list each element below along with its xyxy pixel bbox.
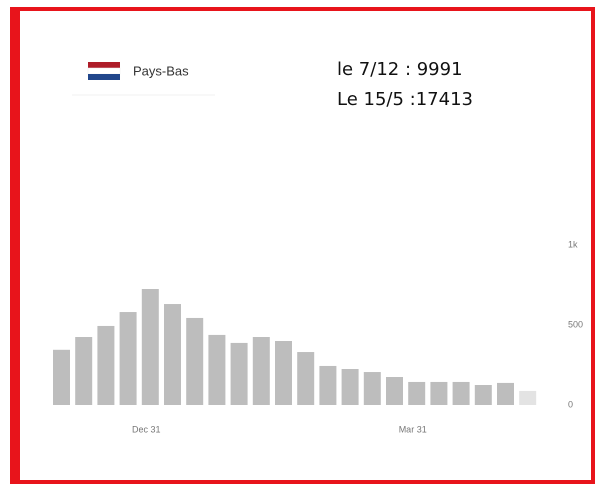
bar	[319, 365, 337, 405]
bar	[519, 390, 537, 405]
axis-panel	[550, 232, 590, 462]
bar	[53, 349, 70, 405]
bar	[297, 352, 315, 405]
bar	[141, 289, 159, 405]
bar	[408, 381, 426, 405]
bar	[341, 369, 359, 405]
bar	[230, 342, 248, 405]
bar	[119, 312, 137, 405]
bar	[252, 337, 270, 405]
flag-blue	[88, 74, 120, 80]
flag-red	[88, 62, 120, 68]
bar	[97, 325, 115, 405]
legend-label: Pays-Bas	[133, 63, 189, 78]
legend: Pays-Bas	[72, 62, 215, 96]
flag-white	[87, 67, 121, 75]
annotation: Le 15/5 :17413	[337, 89, 473, 110]
red-frame-left	[12, 9, 20, 482]
x-tick-label: Dec 31	[132, 424, 161, 434]
bar	[452, 381, 470, 405]
x-tick-label: Mar 31	[399, 424, 427, 434]
bar	[386, 377, 403, 405]
bar	[363, 372, 381, 405]
bar	[186, 317, 204, 405]
bar	[75, 337, 93, 405]
bar	[164, 304, 181, 405]
bar	[208, 334, 226, 405]
bar	[430, 381, 448, 405]
bar	[497, 382, 514, 405]
bar	[474, 385, 492, 405]
y-tick-label: 500	[568, 319, 583, 329]
bar	[275, 341, 292, 405]
y-tick-label: 0	[568, 399, 573, 409]
y-tick-label: 1k	[568, 239, 578, 249]
annotation: le 7/12 : 9991	[337, 59, 463, 80]
